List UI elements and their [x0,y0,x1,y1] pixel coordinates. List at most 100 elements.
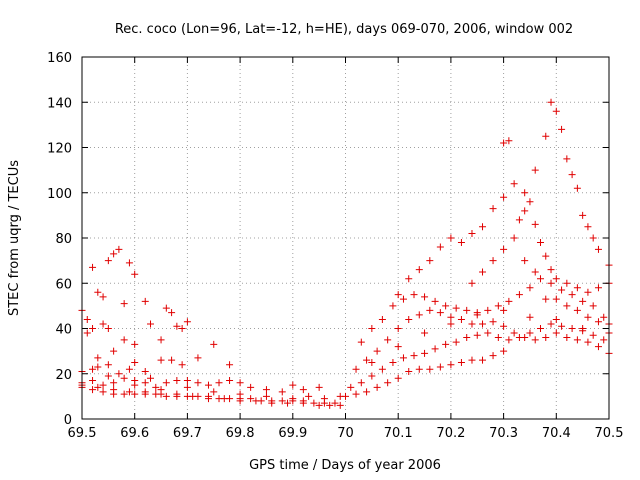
y-axis-label: STEC from uqrg / TECUs [7,160,22,316]
data-point [183,318,191,326]
data-point [542,252,550,260]
data-point [531,166,539,174]
data-point [399,295,407,303]
data-point [584,223,592,231]
data-point [468,320,476,328]
data-point [89,263,97,271]
data-point [236,397,244,405]
data-point [315,383,323,391]
data-point [247,395,255,403]
data-point [104,361,112,369]
data-point [215,379,223,387]
data-point [99,320,107,328]
data-point [305,392,313,400]
data-point [526,313,534,321]
data-point [262,392,270,400]
data-point [252,397,260,405]
data-point [594,318,602,326]
data-point [268,399,276,407]
data-point [415,266,423,274]
data-point [568,325,576,332]
data-point [104,257,112,265]
data-point [89,377,97,385]
data-point [421,329,429,337]
data-point [494,334,502,342]
x-tick-label: 70.2 [436,426,465,441]
y-tick-label: 60 [55,277,72,292]
data-point [542,295,550,303]
data-point [594,284,602,292]
data-point [500,347,508,355]
data-point [436,309,444,317]
data-point [278,397,286,405]
data-point [552,107,560,115]
data-point [426,306,434,314]
data-point [83,329,91,337]
data-point [442,302,450,310]
data-point [104,372,112,380]
data-point [131,390,139,398]
data-point [452,338,460,346]
data-point [125,388,133,396]
data-point [573,336,581,344]
data-point [178,361,186,369]
data-point [226,377,234,385]
data-point [352,365,360,373]
data-point [110,250,118,258]
data-point [378,365,386,373]
data-point [120,300,128,308]
data-point [479,223,487,231]
data-point [468,356,476,364]
x-tick-label: 69.8 [226,426,255,441]
data-point [162,379,170,387]
data-point [331,399,339,407]
data-point [104,325,112,332]
x-tick-label: 69.7 [173,426,202,441]
data-point [500,306,508,314]
data-point [357,338,365,346]
data-point [436,363,444,371]
data-point [558,286,566,294]
data-point [484,306,492,314]
data-point [162,392,170,400]
data-point [421,293,429,301]
y-tick-label: 40 [55,323,72,338]
data-point [94,363,102,371]
data-point [399,354,407,362]
data-point [368,372,376,380]
x-tick-label: 69.9 [278,426,307,441]
data-point [442,340,450,348]
data-point [584,313,592,321]
data-point [226,361,234,369]
data-point [299,399,307,407]
data-point [125,259,133,267]
data-point [310,399,318,407]
data-point [589,302,597,310]
data-point [389,302,397,310]
data-point [99,293,107,301]
x-tick-label: 70.5 [595,426,624,441]
data-point [473,311,481,319]
data-point [210,340,218,348]
x-tick-label: 69.5 [68,426,97,441]
data-point [162,304,170,312]
data-point [147,374,155,382]
data-point [431,345,439,353]
data-point [479,268,487,276]
data-point [552,329,560,337]
data-point [563,334,571,342]
data-point [183,383,191,391]
data-point [405,275,413,283]
x-tick-label: 69.6 [120,426,149,441]
data-point [521,189,529,197]
data-point [447,320,455,328]
data-point [479,320,487,328]
x-tick-label: 70.1 [384,426,413,441]
y-tick-label: 140 [47,96,72,111]
data-point [447,361,455,369]
data-point [426,365,434,373]
data-point [463,306,471,314]
data-point [526,284,534,292]
data-point [147,320,155,328]
data-point [278,388,286,396]
